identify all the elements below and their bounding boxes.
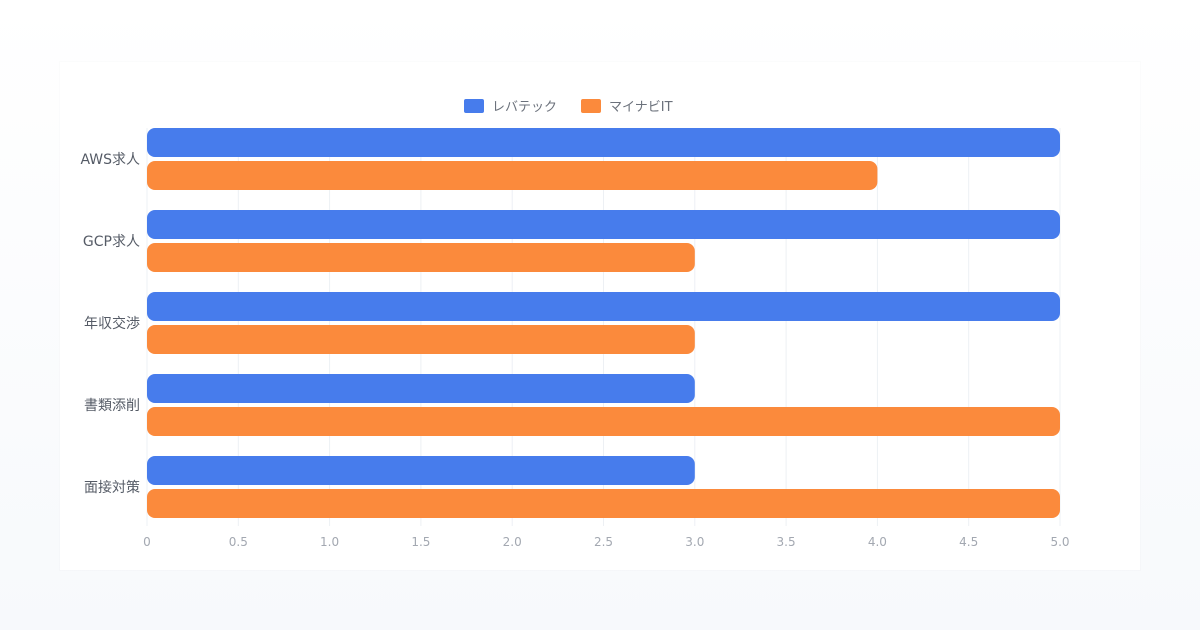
x-axis-tick-label: 2.0 (503, 535, 522, 549)
bar-series2 (147, 407, 1060, 436)
x-axis-tick-label: 0 (143, 535, 151, 549)
legend-swatch (464, 99, 484, 113)
bar-series1 (147, 456, 695, 485)
bar-series2 (147, 161, 878, 190)
x-axis-tick-label: 2.5 (594, 535, 613, 549)
x-axis-tick-labels: 0 0.5 1.0 1.5 2.0 2.5 3.0 3.5 4.0 4.5 5.0 (143, 535, 1069, 549)
legend-swatch (581, 99, 601, 113)
x-axis-tick-label: 3.5 (777, 535, 796, 549)
bars (147, 128, 1060, 518)
y-axis-category-label: AWS求人 (80, 152, 140, 168)
bar-series2 (147, 243, 695, 272)
bar-series2 (147, 489, 1060, 518)
bar-series2 (147, 325, 695, 354)
y-axis-category-label: 面接対策 (84, 479, 140, 496)
x-axis-tick-label: 3.0 (685, 535, 704, 549)
x-axis-tick-label: 5.0 (1050, 535, 1069, 549)
x-axis-tick-label: 1.0 (320, 535, 339, 549)
bar-series1 (147, 374, 695, 403)
x-axis-tick-label: 4.0 (868, 535, 887, 549)
y-axis-category-label: 年収交渉 (84, 315, 140, 332)
y-axis-category-label: 書類添削 (84, 398, 140, 414)
legend-label: レバテック (492, 100, 557, 115)
x-axis-tick-label: 4.5 (959, 535, 978, 549)
legend: レバテック マイナビIT (464, 99, 673, 115)
legend-label: マイナビIT (609, 100, 673, 115)
x-axis-tick-label: 1.5 (411, 535, 430, 549)
x-axis-tick-label: 0.5 (229, 535, 248, 549)
y-axis-category-label: GCP求人 (83, 234, 140, 250)
bar-series1 (147, 128, 1060, 157)
bar-series1 (147, 210, 1060, 239)
bar-series1 (147, 292, 1060, 321)
